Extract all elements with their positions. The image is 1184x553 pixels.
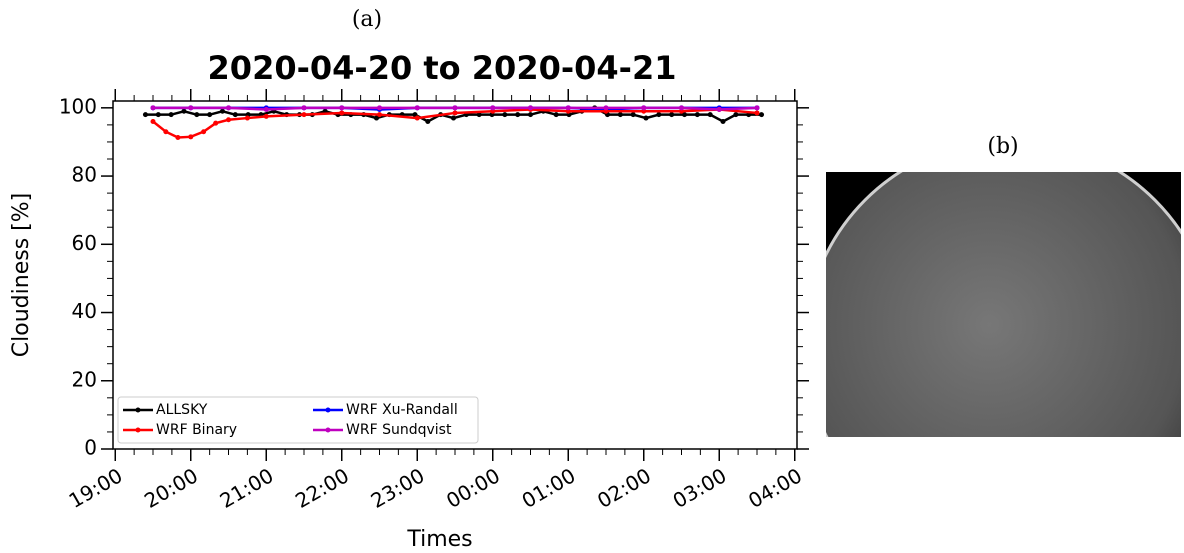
data-point xyxy=(377,105,383,111)
data-point xyxy=(515,112,521,118)
legend-label: WRF Binary xyxy=(156,422,237,438)
data-point xyxy=(163,129,169,135)
data-point xyxy=(232,112,238,118)
data-point xyxy=(142,112,148,118)
data-point xyxy=(452,110,458,116)
x-tick-label: 21:00 xyxy=(216,463,278,513)
data-point xyxy=(476,112,482,118)
data-point xyxy=(630,112,636,118)
x-tick-label: 20:00 xyxy=(140,463,202,513)
x-tick-label: 22:00 xyxy=(291,463,353,513)
data-point xyxy=(219,108,225,114)
data-point xyxy=(490,105,496,111)
data-point xyxy=(682,112,688,118)
data-point xyxy=(553,112,559,118)
data-point xyxy=(754,105,760,111)
data-point xyxy=(617,112,623,118)
data-point xyxy=(754,110,760,116)
data-point xyxy=(603,105,609,111)
data-point xyxy=(213,120,219,126)
legend-marker xyxy=(135,427,141,433)
data-point xyxy=(694,112,700,118)
data-point xyxy=(641,105,647,111)
y-tick-label: 40 xyxy=(72,299,97,323)
y-tick-label: 0 xyxy=(84,436,97,460)
y-tick-label: 20 xyxy=(72,367,97,391)
data-point xyxy=(301,105,307,111)
data-point xyxy=(226,117,232,123)
data-point xyxy=(759,112,765,118)
legend-marker xyxy=(135,407,141,413)
data-point xyxy=(565,105,571,111)
data-point xyxy=(678,105,684,111)
data-point xyxy=(194,112,200,118)
legend-marker xyxy=(325,427,331,433)
legend-box xyxy=(117,396,479,444)
data-point xyxy=(301,112,307,118)
sky-dome xyxy=(826,172,1181,437)
y-tick-label: 60 xyxy=(72,231,97,255)
legend-marker xyxy=(325,407,331,413)
x-tick-label: 01:00 xyxy=(518,463,580,513)
data-point xyxy=(188,105,194,111)
data-point xyxy=(155,112,161,118)
chart-title: 2020-04-20 to 2020-04-21 xyxy=(208,49,677,87)
x-tick-label: 00:00 xyxy=(442,463,504,513)
data-point xyxy=(150,118,156,124)
data-point xyxy=(377,112,383,118)
plot-area: 0 20 40 60 80 100 19:00 20:00 21:00 22:00 23:00 00:… xyxy=(59,89,809,513)
x-tick-label: 02:00 xyxy=(593,463,655,513)
data-point xyxy=(339,105,345,111)
data-point xyxy=(643,115,649,121)
y-axis-label: Cloudiness [%] xyxy=(9,193,34,357)
x-tick-label: 19:00 xyxy=(65,463,127,513)
x-tick-label: 23:00 xyxy=(367,463,429,513)
data-point xyxy=(733,112,739,118)
data-point xyxy=(716,107,722,113)
data-point xyxy=(244,115,250,121)
data-point xyxy=(181,108,187,114)
data-point xyxy=(720,118,726,124)
data-point xyxy=(263,107,269,113)
data-point xyxy=(175,135,181,141)
data-point xyxy=(502,112,508,118)
data-point xyxy=(450,115,456,121)
series-line xyxy=(152,108,758,139)
data-point xyxy=(168,112,174,118)
legend-label: WRF Xu-Randall xyxy=(346,402,458,418)
panel-label: (a) xyxy=(352,7,382,32)
x-axis-label: Times xyxy=(406,527,472,552)
x-tick-label: 03:00 xyxy=(669,463,731,513)
y-tick-label: 80 xyxy=(72,163,97,187)
legend-label: WRF Sundqvist xyxy=(346,422,452,438)
data-point xyxy=(414,105,420,111)
data-point xyxy=(207,112,213,118)
data-point xyxy=(656,112,662,118)
x-tick-label: 04:00 xyxy=(744,463,806,513)
data-point xyxy=(150,105,156,111)
data-point xyxy=(452,105,458,111)
data-point xyxy=(414,115,420,121)
data-point xyxy=(373,115,379,121)
data-point xyxy=(527,112,533,118)
data-point xyxy=(425,118,431,124)
all-sky-image xyxy=(826,172,1181,437)
data-point xyxy=(707,112,713,118)
data-point xyxy=(527,105,533,111)
data-point xyxy=(263,113,269,119)
data-point xyxy=(188,134,194,140)
data-point xyxy=(669,112,675,118)
data-point xyxy=(226,105,232,111)
legend-label: ALLSKY xyxy=(156,402,208,418)
data-point xyxy=(339,110,345,116)
panel-label: (b) xyxy=(987,134,1018,159)
data-point xyxy=(201,129,207,135)
y-tick-label: 100 xyxy=(59,94,97,118)
